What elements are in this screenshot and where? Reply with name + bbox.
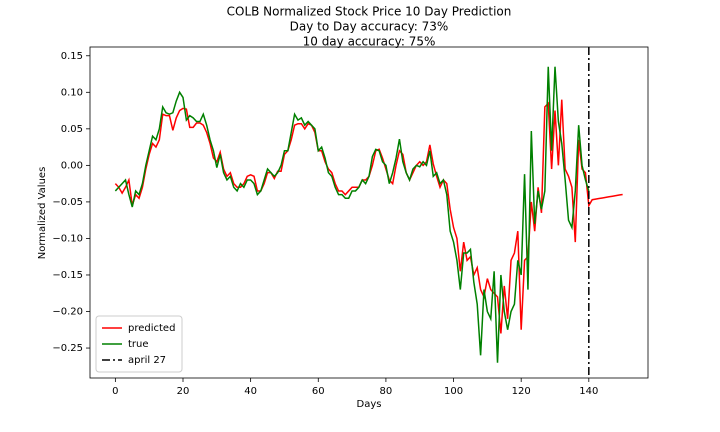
legend-label: predicted [128,323,175,334]
y-tick-label: −0.25 [52,343,83,354]
chart-subtitle: Day to Day accuracy: 73% [290,20,449,34]
legend-label: april 27 [128,355,166,366]
y-axis-label: Normalized Values [37,167,48,260]
x-axis-label: Days [357,399,382,410]
y-tick-label: 0.00 [61,160,83,171]
legend: predicted true april 27 [95,315,183,373]
axes-frame [89,46,649,379]
x-tick-label: 140 [579,386,598,397]
chart-title: COLB Normalized Stock Price 10 Day Predi… [227,5,512,19]
chart-subtitle: 10 day accuracy: 75% [303,35,436,49]
y-tick-label: 0.10 [61,87,83,98]
x-tick-label: 120 [512,386,531,397]
x-tick-label: 0 [112,386,118,397]
legend-box [95,315,183,373]
x-tick-label: 60 [312,386,325,397]
y-tick-label: −0.20 [52,307,83,318]
x-tick-label: 100 [444,386,463,397]
y-tick-label: −0.15 [52,270,83,281]
y-tick-label: −0.05 [52,197,83,208]
legend-label: true [128,339,149,350]
y-tick-label: 0.05 [61,124,83,135]
y-tick-label: 0.15 [61,51,83,62]
x-tick-label: 20 [177,386,190,397]
x-tick-label: 80 [380,386,393,397]
x-tick-label: 40 [244,386,257,397]
y-tick-label: −0.10 [52,233,83,244]
data-line [114,66,590,363]
